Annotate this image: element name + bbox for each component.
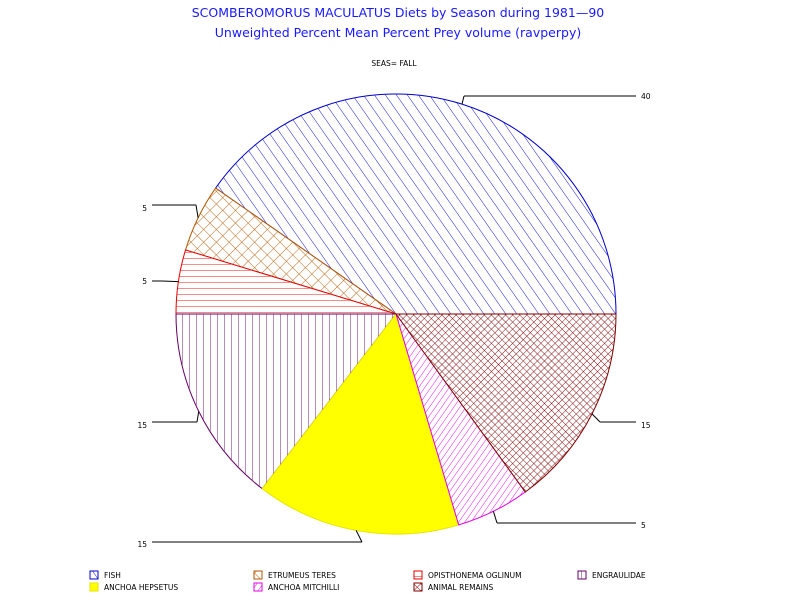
pie-slice-engraulidae bbox=[175, 313, 398, 490]
chart-subtitle: Unweighted Percent Mean Percent Prey vol… bbox=[215, 25, 581, 40]
legend-label: FISH bbox=[104, 571, 121, 580]
legend-item-animal-remains: ANIMAL REMAINS bbox=[413, 582, 493, 592]
legend-item-anchoa-mitchilli: ANCHOA MITCHILLI bbox=[253, 582, 339, 592]
pie-slice-animal-remains bbox=[395, 313, 617, 493]
slice-label-animal-remains: 15 bbox=[641, 421, 651, 430]
legend-label: OPISTHONEMA OGLINUM bbox=[428, 571, 522, 580]
leader-line-fish bbox=[461, 95, 465, 105]
legend-swatch bbox=[253, 570, 263, 580]
pie-slice-anchoa-hepsetus bbox=[261, 312, 460, 535]
leader-line-animal-remains bbox=[591, 413, 601, 423]
legend-label: ANCHOA MITCHILLI bbox=[268, 583, 339, 592]
legend: FISH ETRUMEUS TERES OPISTHONEMA OGLINUM ENG… bbox=[89, 570, 646, 592]
leader-line-engraulidae bbox=[196, 411, 200, 423]
legend-label: ANCHOA HEPSETUS bbox=[104, 583, 178, 592]
leader-line-anchoa-hepsetus bbox=[355, 530, 363, 543]
slice-label-etrumeus-teres: 5 bbox=[142, 204, 147, 213]
legend-item-opisthonema-oglinum: OPISTHONEMA OGLINUM bbox=[413, 570, 522, 580]
legend-swatch bbox=[413, 582, 423, 592]
legend-item-etrumeus-teres: ETRUMEUS TERES bbox=[253, 570, 336, 580]
pie-slice-fish bbox=[214, 93, 617, 315]
slice-labels: 40 5 5 15 15 5 15 bbox=[137, 92, 650, 549]
legend-label: ENGRAULIDAE bbox=[592, 571, 646, 580]
legend-swatch bbox=[89, 570, 99, 580]
legend-label: ANIMAL REMAINS bbox=[428, 583, 493, 592]
slice-label-opisthonema-oglinum: 5 bbox=[142, 277, 147, 286]
leader-line-opisthonema-oglinum bbox=[161, 280, 179, 283]
chart-title: SCOMBEROMORUS MACULATUS Diets by Season … bbox=[192, 5, 605, 20]
slice-label-engraulidae: 15 bbox=[137, 421, 147, 430]
legend-swatch bbox=[89, 582, 99, 592]
legend-item-engraulidae: ENGRAULIDAE bbox=[577, 570, 646, 580]
slice-label-anchoa-hepsetus: 15 bbox=[137, 540, 147, 549]
group-label: SEAS= FALL bbox=[371, 59, 417, 68]
legend-swatch bbox=[413, 570, 423, 580]
legend-swatch bbox=[253, 582, 263, 592]
slice-label-fish: 40 bbox=[641, 92, 651, 101]
legend-swatch bbox=[577, 570, 587, 580]
leader-line-etrumeus-teres bbox=[195, 204, 199, 218]
legend-item-anchoa-hepsetus: ANCHOA HEPSETUS bbox=[89, 582, 178, 592]
legend-item-fish: FISH bbox=[89, 570, 121, 580]
slice-label-anchoa-mitchilli: 5 bbox=[641, 521, 646, 530]
legend-label: ETRUMEUS TERES bbox=[268, 571, 336, 580]
pie-slices bbox=[175, 93, 617, 535]
leader-line-anchoa-mitchilli bbox=[492, 511, 498, 524]
